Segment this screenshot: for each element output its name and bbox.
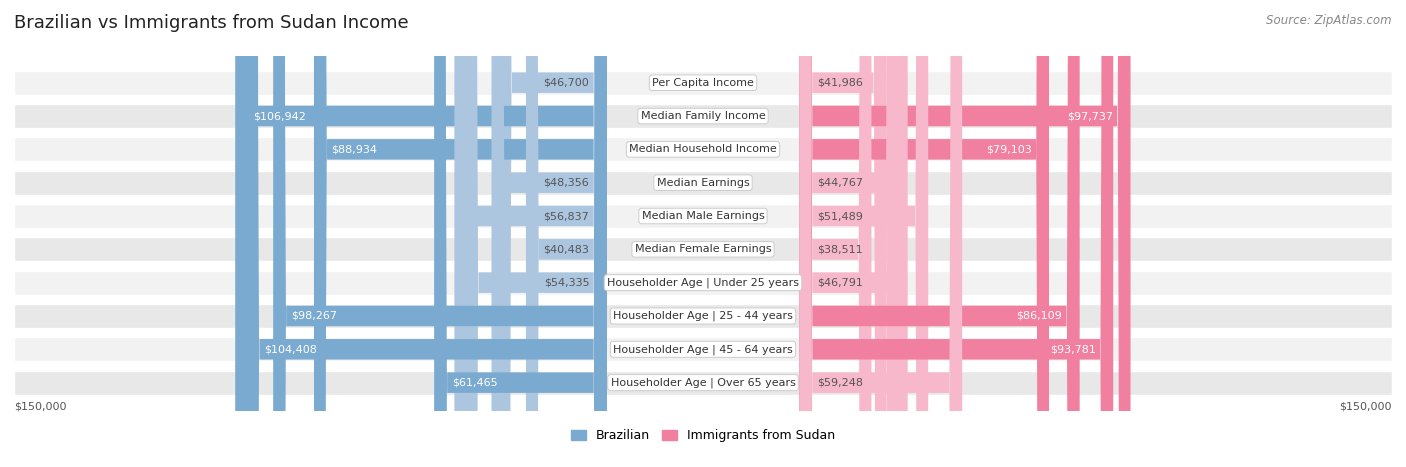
Text: Median Family Income: Median Family Income xyxy=(641,111,765,121)
FancyBboxPatch shape xyxy=(246,0,607,467)
FancyBboxPatch shape xyxy=(454,0,607,467)
FancyBboxPatch shape xyxy=(799,0,928,467)
Text: $41,986: $41,986 xyxy=(817,78,863,88)
FancyBboxPatch shape xyxy=(799,0,908,467)
Text: Householder Age | Under 25 years: Householder Age | Under 25 years xyxy=(607,277,799,288)
FancyBboxPatch shape xyxy=(526,0,607,467)
Bar xyxy=(14,137,1392,162)
Text: $61,465: $61,465 xyxy=(451,378,498,388)
Text: $46,700: $46,700 xyxy=(544,78,589,88)
FancyBboxPatch shape xyxy=(499,0,607,467)
Text: $51,489: $51,489 xyxy=(817,211,863,221)
Text: $48,356: $48,356 xyxy=(544,177,589,188)
Text: $150,000: $150,000 xyxy=(1340,402,1392,411)
Text: Per Capita Income: Per Capita Income xyxy=(652,78,754,88)
FancyBboxPatch shape xyxy=(492,0,607,467)
FancyBboxPatch shape xyxy=(799,0,1049,467)
FancyBboxPatch shape xyxy=(799,0,1114,467)
Text: $54,335: $54,335 xyxy=(544,278,589,288)
Text: $44,767: $44,767 xyxy=(817,177,863,188)
Text: Source: ZipAtlas.com: Source: ZipAtlas.com xyxy=(1267,14,1392,27)
Text: Median Male Earnings: Median Male Earnings xyxy=(641,211,765,221)
Bar xyxy=(14,371,1392,395)
FancyBboxPatch shape xyxy=(235,0,607,467)
Text: Householder Age | Over 65 years: Householder Age | Over 65 years xyxy=(610,377,796,388)
Text: Median Earnings: Median Earnings xyxy=(657,177,749,188)
Text: Brazilian vs Immigrants from Sudan Income: Brazilian vs Immigrants from Sudan Incom… xyxy=(14,14,409,32)
FancyBboxPatch shape xyxy=(273,0,607,467)
Text: Median Female Earnings: Median Female Earnings xyxy=(634,244,772,255)
FancyBboxPatch shape xyxy=(434,0,607,467)
Bar xyxy=(14,104,1392,128)
Text: $59,248: $59,248 xyxy=(817,378,863,388)
Bar xyxy=(14,304,1392,328)
FancyBboxPatch shape xyxy=(799,0,887,467)
Text: $104,408: $104,408 xyxy=(264,344,316,354)
FancyBboxPatch shape xyxy=(799,0,962,467)
Text: Householder Age | 45 - 64 years: Householder Age | 45 - 64 years xyxy=(613,344,793,354)
FancyBboxPatch shape xyxy=(799,0,872,467)
Text: $79,103: $79,103 xyxy=(986,144,1032,155)
FancyBboxPatch shape xyxy=(314,0,607,467)
Text: $106,942: $106,942 xyxy=(253,111,305,121)
FancyBboxPatch shape xyxy=(799,0,1080,467)
FancyBboxPatch shape xyxy=(465,0,607,467)
Text: Median Household Income: Median Household Income xyxy=(628,144,778,155)
Bar xyxy=(14,237,1392,262)
Bar xyxy=(14,71,1392,95)
Text: $86,109: $86,109 xyxy=(1017,311,1062,321)
Bar xyxy=(14,204,1392,228)
Text: Householder Age | 25 - 44 years: Householder Age | 25 - 44 years xyxy=(613,311,793,321)
Text: $93,781: $93,781 xyxy=(1050,344,1095,354)
Text: $98,267: $98,267 xyxy=(291,311,336,321)
Text: $150,000: $150,000 xyxy=(14,402,66,411)
Text: $46,791: $46,791 xyxy=(817,278,863,288)
Bar xyxy=(14,337,1392,361)
Bar xyxy=(14,271,1392,295)
FancyBboxPatch shape xyxy=(799,0,1130,467)
Text: $97,737: $97,737 xyxy=(1067,111,1114,121)
Text: $38,511: $38,511 xyxy=(817,244,862,255)
Text: $40,483: $40,483 xyxy=(543,244,589,255)
FancyBboxPatch shape xyxy=(799,0,898,467)
Bar xyxy=(14,170,1392,195)
Text: $56,837: $56,837 xyxy=(544,211,589,221)
Text: $88,934: $88,934 xyxy=(332,144,377,155)
Legend: Brazilian, Immigrants from Sudan: Brazilian, Immigrants from Sudan xyxy=(565,425,841,447)
